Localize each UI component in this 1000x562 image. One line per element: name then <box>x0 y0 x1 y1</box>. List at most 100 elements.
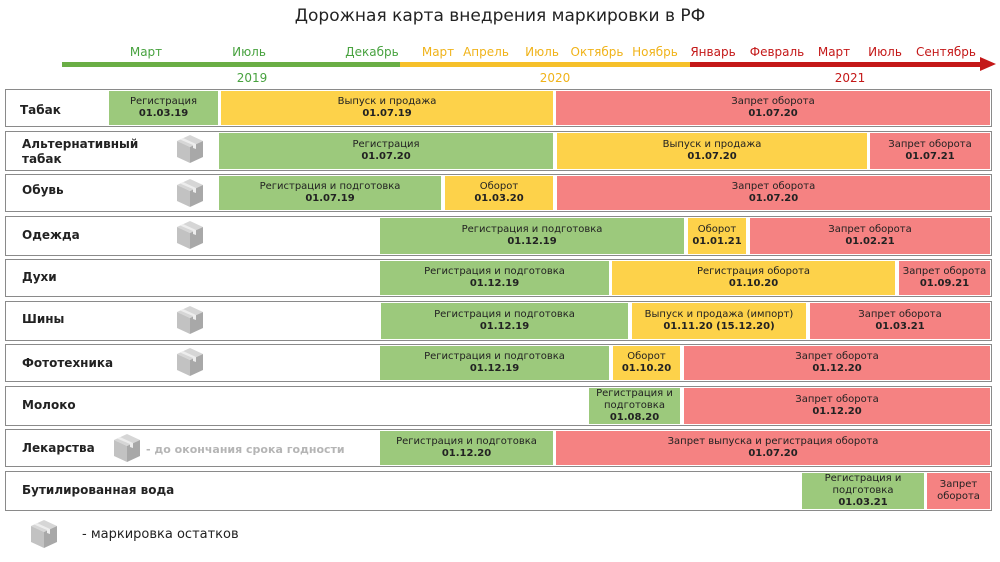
row-label: Шины <box>22 312 65 326</box>
month-label: Март <box>129 45 163 59</box>
segment-label: Регистрация <box>352 139 420 150</box>
segment-date: 01.03.19 <box>138 108 189 119</box>
row-label: Духи <box>22 270 57 284</box>
segment-label: Регистрация и подготовка <box>434 309 575 320</box>
timeline-segment: Запрет оборота <box>927 473 990 509</box>
segment-date: 01.03.21 <box>875 321 925 332</box>
segment-date: 01.02.21 <box>845 236 895 247</box>
box-icon-svg <box>177 348 203 376</box>
timeline-segment: Оборот 01.01.21 <box>688 218 746 254</box>
timeline-segment: Запрет оборота 01.07.20 <box>557 176 990 210</box>
axis-segment <box>62 62 400 67</box>
segment-label: Запрет оборота <box>858 309 942 320</box>
timeline-segment: Запрет оборота 01.07.20 <box>556 91 990 125</box>
segment-date: 01.07.19 <box>362 108 412 119</box>
box-icon <box>176 305 204 335</box>
month-label: Сентябрь <box>916 45 976 59</box>
box-icon-svg <box>177 306 203 334</box>
month-label: Январь <box>690 45 736 59</box>
month-label: Февраль <box>749 45 805 59</box>
segment-label: оборота <box>937 491 980 502</box>
segment-label: Запрет оборота <box>828 224 912 235</box>
segment-date: 01.07.19 <box>305 193 355 204</box>
segment-label: подготовка <box>832 485 894 496</box>
segment-label: Запрет оборота <box>795 394 879 405</box>
timeline-segment: Запрет выпуска и регистрация оборота 01.0… <box>556 431 990 465</box>
timeline-segment: Регистрация оборота 01.10.20 <box>612 261 895 295</box>
legend-box-icon <box>30 519 58 549</box>
segment-date: 01.12.20 <box>441 448 492 459</box>
segment-label: Регистрация <box>129 96 198 107</box>
segment-label: Регистрация и подготовка <box>396 436 537 447</box>
timeline-segment: Выпуск и продажа 01.07.20 <box>557 133 867 169</box>
segment-label: Регистрация и <box>824 473 902 484</box>
timeline-segment: Выпуск и продажа (импорт) 01.11.20 (15.12… <box>632 303 806 339</box>
box-icon-svg <box>114 434 140 462</box>
box-icon-svg <box>177 179 203 207</box>
year-label: 2021 <box>834 71 866 85</box>
segment-label: Запрет оборота <box>795 351 879 362</box>
month-label: Март <box>421 45 455 59</box>
segment-label: Регистрация и подготовка <box>461 224 603 235</box>
row-label: Табак <box>20 103 61 117</box>
timeline-segment: Оборот 01.10.20 <box>613 346 680 380</box>
box-icon <box>176 220 204 250</box>
segment-label: Регистрация и подготовка <box>424 266 565 277</box>
year-label: 2019 <box>236 71 268 85</box>
timeline-segment: Запрет оборота 01.09.21 <box>899 261 990 295</box>
month-label: Июль <box>525 45 559 59</box>
segment-label: Выпуск и продажа (импорт) <box>644 309 794 320</box>
timeline-segment: Регистрация и подготовка 01.07.19 <box>219 176 441 210</box>
row-label: Альтернативный табак <box>22 137 139 166</box>
axis-segment <box>690 62 984 67</box>
segment-label: Регистрация и <box>596 388 673 399</box>
month-label: Июль <box>232 45 266 59</box>
row-label: Лекарства <box>22 441 95 455</box>
segment-label: подготовка <box>604 400 665 411</box>
timeline-segment: Запрет оборота 01.03.21 <box>810 303 990 339</box>
month-label: Апрель <box>463 45 509 59</box>
segment-date: 01.10.20 <box>728 278 779 289</box>
segment-date: 01.12.20 <box>812 363 862 374</box>
timeline-segment: Запрет оборота 01.07.21 <box>870 133 990 169</box>
segment-date: 01.07.20 <box>687 151 737 162</box>
segment-date: 01.07.20 <box>748 108 798 119</box>
segment-date: 01.08.20 <box>609 412 660 423</box>
segment-date: 01.10.20 <box>621 363 672 374</box>
segment-date: 01.12.19 <box>479 321 530 332</box>
segment-label: Оборот <box>479 181 519 192</box>
segment-date: 01.11.20 (15.12.20) <box>663 321 775 332</box>
arrowhead-icon <box>980 57 996 71</box>
row-note: - до окончания срока годности <box>146 443 345 456</box>
month-label: Март <box>817 45 851 59</box>
timeline-segment: Оборот 01.03.20 <box>445 176 553 210</box>
segment-date: 01.07.20 <box>748 193 799 204</box>
row-label: Бутилированная вода <box>22 483 175 497</box>
month-label: Ноябрь <box>632 45 678 59</box>
segment-label: Оборот <box>627 351 666 362</box>
year-label: 2020 <box>539 71 571 85</box>
timeline-segment: Регистрация и подготовка 01.03.21 <box>802 473 924 509</box>
segment-label: Выпуск и продажа <box>337 96 437 107</box>
segment-label: Запрет оборота <box>731 181 816 192</box>
segment-label: Регистрация и подготовка <box>259 181 401 192</box>
box-icon-svg <box>177 135 203 163</box>
segment-date: 01.01.21 <box>692 236 742 247</box>
month-label: Октябрь <box>570 45 624 59</box>
segment-date: 01.12.19 <box>469 278 520 289</box>
timeline-segment: Регистрация 01.07.20 <box>219 133 553 169</box>
timeline-segment: Регистрация 01.03.19 <box>109 91 218 125</box>
segment-label: Выпуск и продажа <box>662 139 762 150</box>
segment-date: 01.07.20 <box>748 448 798 459</box>
segment-date: 01.12.19 <box>507 236 557 247</box>
timeline-segment: Регистрация и подготовка 01.08.20 <box>589 388 680 424</box>
segment-label: Запрет оборота <box>731 96 815 107</box>
box-icon <box>176 347 204 377</box>
legend-box-icon-svg <box>31 520 57 548</box>
segment-date: 01.12.20 <box>812 406 862 417</box>
segment-date: 01.03.20 <box>474 193 524 204</box>
box-icon <box>176 134 204 164</box>
row-label: Молоко <box>22 398 76 412</box>
segment-label: Запрет выпуска и регистрация оборота <box>667 436 879 447</box>
box-icon <box>113 433 141 463</box>
